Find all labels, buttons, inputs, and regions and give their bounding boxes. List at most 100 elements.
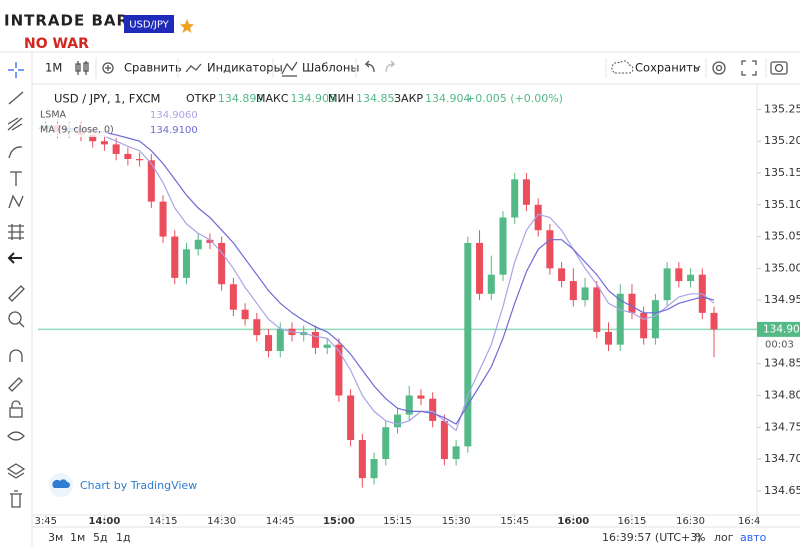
candle-body [628, 293, 636, 313]
candle-body [534, 204, 542, 231]
settings-icon[interactable] [712, 61, 726, 75]
redo-icon[interactable] [385, 60, 396, 73]
candle-type-icon[interactable] [75, 61, 89, 75]
indicators-icon[interactable] [185, 63, 202, 73]
y-tick-label: 134.650 [764, 484, 800, 497]
candle-body [347, 395, 355, 440]
candle-body [511, 179, 519, 218]
trendline-tool[interactable] [8, 91, 24, 105]
candle-body [640, 312, 648, 339]
candle-body [311, 331, 319, 348]
prediction-tool[interactable] [8, 224, 24, 240]
indicators-button[interactable]: Индикаторы [207, 61, 283, 75]
legend-label: ОТКР [186, 92, 216, 105]
candle-body [440, 420, 448, 460]
candle-body [159, 201, 167, 237]
y-tick-label: 134.700 [764, 452, 800, 465]
y-tick-label: 135.100 [764, 198, 800, 211]
candle-body [265, 335, 273, 351]
drawing-toolbar [6, 62, 26, 508]
templates-button[interactable]: Шаблоны [302, 61, 359, 75]
compare-button[interactable]: Сравнить [124, 61, 182, 75]
favorite-star[interactable] [180, 19, 194, 33]
fib-tool[interactable] [7, 117, 23, 131]
y-tick-label: 134.850 [764, 357, 800, 370]
range-button[interactable]: 5д [93, 531, 108, 544]
save-button[interactable]: Сохранить [635, 61, 700, 75]
auto-toggle[interactable]: авто [740, 531, 767, 544]
layers-tool[interactable] [6, 463, 26, 479]
candle-body [276, 328, 284, 351]
watermark[interactable]: Chart by TradingView [80, 479, 197, 492]
x-tick-label: 15:45 [500, 516, 529, 527]
undo-icon[interactable] [364, 60, 375, 73]
lock-tool[interactable] [9, 400, 23, 418]
text-tool[interactable] [10, 171, 22, 186]
countdown: 00:03 [765, 339, 794, 350]
ma-line [38, 126, 715, 432]
magnet-tool[interactable] [9, 349, 23, 362]
zoom-tool[interactable] [8, 311, 25, 328]
legend-series-name: LSMA [40, 110, 67, 121]
asset-label: USD/JPY [129, 20, 169, 31]
legend-label: МИН [328, 92, 354, 105]
logo: INTRADE BAR [4, 12, 129, 30]
x-tick-label: 14:15 [149, 516, 178, 527]
range-button[interactable]: 3м [48, 531, 63, 544]
candle-body [604, 331, 613, 345]
back-tool[interactable] [7, 252, 22, 264]
candle-body [241, 309, 249, 320]
legend-value: 134.85 [356, 92, 395, 105]
x-tick-label: 15:30 [442, 516, 471, 527]
candle-body [464, 242, 472, 447]
price-tag-label: 134.904 [763, 323, 800, 335]
log-toggle[interactable]: лог [714, 531, 734, 544]
snapshot-icon[interactable] [770, 61, 788, 75]
fullscreen-icon[interactable] [741, 60, 757, 76]
y-tick-label: 135.000 [764, 261, 800, 274]
candle-body [651, 300, 659, 339]
delete-tool[interactable] [10, 490, 22, 508]
ruler-tool[interactable] [8, 285, 25, 302]
candle-body [323, 344, 331, 348]
crosshair-tool[interactable] [8, 62, 24, 78]
watermark-icon [52, 479, 70, 488]
range-button[interactable]: 1д [116, 531, 131, 544]
brush-tool[interactable] [8, 146, 23, 159]
ma-line [38, 127, 715, 425]
price-tag [757, 321, 800, 337]
legend-label: ЗАКР [394, 92, 423, 105]
legend-series-value: 134.9060 [150, 110, 198, 121]
legend-value: 134.905 [291, 92, 337, 105]
candle-body [476, 242, 484, 294]
x-tick-label: 14:30 [207, 516, 236, 527]
candle-body [393, 414, 402, 428]
candle-body [218, 242, 226, 285]
templates-icon[interactable] [281, 61, 298, 77]
candle-body [569, 281, 577, 301]
x-tick-label: 16:15 [618, 516, 647, 527]
interval-button[interactable]: 1М [45, 61, 62, 75]
candle-body [89, 134, 97, 142]
candle-body [206, 239, 214, 243]
candle-body [417, 395, 425, 399]
save-icon[interactable] [611, 60, 634, 74]
lock-drawing-tool[interactable] [8, 377, 23, 392]
legend-value: 134.904 [425, 92, 471, 105]
candle-body [687, 274, 695, 282]
compare-icon[interactable] [102, 62, 114, 74]
y-tick-label: 135.250 [764, 102, 800, 115]
legend-symbol: USD / JPY, 1, FXCM [54, 92, 160, 106]
save-dropdown[interactable] [693, 65, 701, 70]
candle-body [382, 427, 390, 460]
asset-button[interactable] [124, 15, 174, 33]
legend-value: 134.899 [218, 92, 264, 105]
range-button[interactable]: 1м [70, 531, 85, 544]
candle-body [663, 268, 671, 301]
visibility-tool[interactable] [7, 431, 25, 441]
legend-change: +0.005 (+0.00%) [466, 92, 563, 105]
candle-body [522, 179, 530, 205]
pattern-tool[interactable] [8, 194, 24, 209]
percent-toggle[interactable]: % [695, 531, 705, 544]
